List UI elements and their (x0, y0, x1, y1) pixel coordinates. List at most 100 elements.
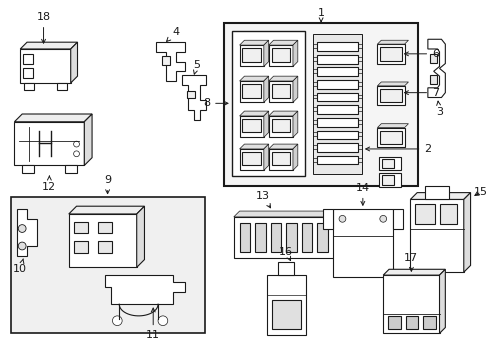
Bar (98, 222, 112, 233)
Polygon shape (268, 111, 297, 116)
Polygon shape (264, 76, 268, 102)
Text: 8: 8 (203, 98, 227, 108)
Bar (187, 91, 195, 99)
Polygon shape (292, 40, 297, 67)
Polygon shape (233, 211, 341, 217)
Polygon shape (377, 124, 407, 127)
Polygon shape (292, 76, 297, 102)
Bar (20, 49, 71, 83)
Bar (405, 316, 417, 329)
Polygon shape (71, 42, 78, 83)
Bar (74, 222, 88, 233)
Polygon shape (377, 40, 407, 44)
Text: 1: 1 (317, 8, 324, 22)
Text: 9: 9 (104, 175, 111, 194)
Bar (429, 75, 436, 84)
Polygon shape (268, 40, 297, 45)
Circle shape (18, 225, 26, 233)
Bar (317, 223, 327, 252)
Bar (14, 122, 84, 166)
Polygon shape (292, 144, 297, 170)
Bar (429, 54, 436, 63)
Bar (317, 143, 357, 152)
Text: 14: 14 (355, 183, 369, 205)
Text: 10: 10 (13, 259, 27, 274)
Bar (233, 217, 335, 258)
Circle shape (74, 151, 79, 157)
Bar (317, 118, 357, 127)
Bar (268, 149, 292, 170)
Bar (239, 149, 264, 170)
Bar (392, 209, 402, 229)
Bar (23, 54, 33, 63)
Bar (231, 31, 304, 176)
Bar (224, 23, 417, 186)
Polygon shape (104, 275, 185, 304)
Text: 7: 7 (404, 87, 438, 98)
Bar (239, 81, 264, 102)
Bar (414, 204, 434, 224)
Bar (380, 47, 401, 60)
Bar (278, 261, 293, 275)
Bar (271, 152, 289, 166)
Bar (313, 35, 361, 174)
Bar (57, 83, 67, 90)
Polygon shape (69, 206, 144, 214)
Text: 18: 18 (37, 12, 50, 43)
Text: 3: 3 (435, 101, 442, 117)
Polygon shape (239, 40, 268, 45)
Circle shape (18, 242, 26, 250)
Polygon shape (20, 42, 78, 49)
Bar (317, 156, 357, 165)
Bar (424, 186, 448, 199)
Bar (377, 127, 404, 147)
Circle shape (379, 215, 386, 222)
Circle shape (74, 141, 79, 147)
Bar (74, 241, 88, 253)
Bar (317, 105, 357, 114)
Bar (317, 55, 357, 63)
Bar (387, 316, 400, 329)
Polygon shape (268, 76, 297, 81)
Bar (285, 223, 296, 252)
Text: 5: 5 (193, 60, 200, 74)
Bar (268, 45, 292, 67)
Polygon shape (17, 209, 37, 256)
Polygon shape (14, 114, 92, 122)
Polygon shape (292, 111, 297, 137)
Bar (380, 89, 401, 102)
Bar (270, 223, 281, 252)
Text: 2: 2 (365, 144, 430, 154)
Bar (24, 83, 34, 90)
Bar (271, 300, 300, 329)
Bar (377, 44, 404, 63)
Bar (242, 48, 261, 62)
Bar (268, 116, 292, 137)
Polygon shape (264, 144, 268, 170)
Bar (268, 81, 292, 102)
Polygon shape (377, 82, 407, 86)
Bar (11, 198, 204, 333)
Bar (271, 119, 289, 132)
Bar (242, 119, 261, 132)
Circle shape (112, 316, 122, 325)
Bar (332, 209, 392, 277)
Bar (382, 159, 393, 168)
Text: 15: 15 (473, 186, 487, 197)
Bar (69, 214, 137, 267)
Bar (242, 84, 261, 98)
Circle shape (158, 316, 167, 325)
Bar (255, 223, 265, 252)
Polygon shape (463, 193, 469, 272)
Bar (383, 275, 439, 333)
Bar (439, 204, 456, 224)
Text: 16: 16 (279, 247, 293, 261)
Bar (239, 45, 264, 67)
Polygon shape (239, 144, 268, 149)
Bar (242, 152, 261, 166)
Bar (239, 116, 264, 137)
Bar (317, 67, 357, 76)
Bar (98, 241, 112, 253)
Polygon shape (427, 39, 445, 98)
Text: 4: 4 (166, 27, 179, 41)
